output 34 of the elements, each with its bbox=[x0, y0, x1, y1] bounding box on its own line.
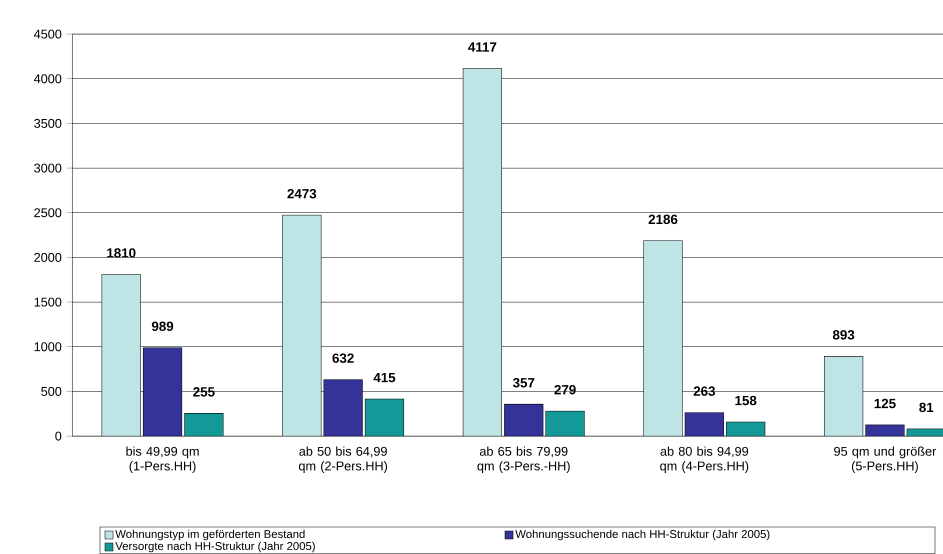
data-label: 632 bbox=[332, 353, 354, 363]
y-tick-label: 500 bbox=[41, 386, 62, 396]
legend-label: Wohnungstyp im geförderten Bestand bbox=[115, 530, 305, 540]
y-tick-label: 2500 bbox=[34, 208, 62, 218]
data-label: 893 bbox=[832, 330, 854, 340]
data-label: 2186 bbox=[648, 214, 678, 224]
x-tick-label: ab 65 bis 79,99 qm (3-Pers.-HH) bbox=[477, 446, 570, 473]
bar bbox=[726, 422, 766, 436]
y-tick-label: 0 bbox=[55, 432, 62, 441]
data-label: 125 bbox=[874, 398, 896, 408]
bar bbox=[364, 398, 404, 436]
x-tick-label: ab 50 bis 64,99 qm (2-Pers.HH) bbox=[298, 446, 388, 473]
y-tick-label: 2000 bbox=[34, 252, 62, 262]
bar bbox=[184, 413, 224, 436]
legend-label: Wohnungssuchende nach HH-Struktur (Jahr 2005) bbox=[515, 530, 770, 540]
x-tick-label: bis 49,99 qm (1-Pers.HH) bbox=[126, 446, 199, 473]
data-label: 2473 bbox=[287, 188, 316, 198]
bar bbox=[545, 410, 585, 436]
y-tick-label: 1500 bbox=[34, 298, 62, 307]
data-label: 158 bbox=[735, 396, 756, 406]
x-tick-label: ab 80 bis 94,99 qm (4-Pers.HH) bbox=[660, 446, 748, 473]
y-tick-label: 4500 bbox=[34, 30, 62, 39]
y-tick-label: 1000 bbox=[34, 342, 62, 352]
y-tick-label: 3500 bbox=[34, 118, 62, 128]
data-label: 989 bbox=[152, 322, 174, 332]
data-label: 357 bbox=[512, 378, 534, 388]
x-tick-label: 95 qm und größer (5-Pers.HH) bbox=[834, 446, 936, 473]
data-label: 415 bbox=[374, 372, 396, 382]
y-tick-label: 3000 bbox=[34, 164, 62, 173]
y-tick-label: 4000 bbox=[34, 74, 62, 84]
data-label: 4117 bbox=[468, 42, 496, 52]
legend-label: Versorgte nach HH-Struktur (Jahr 2005) bbox=[115, 542, 315, 552]
data-label: 1810 bbox=[107, 248, 136, 258]
data-label: 81 bbox=[919, 402, 934, 412]
